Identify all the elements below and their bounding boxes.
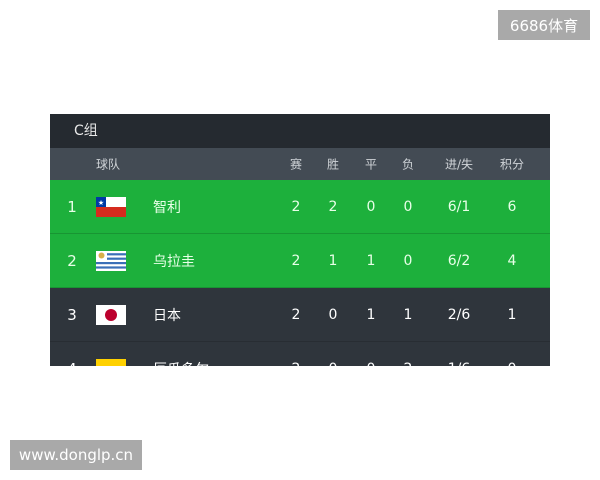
- cell-lost: 1: [403, 306, 413, 323]
- cell-goals: 1/6: [448, 361, 471, 367]
- cell-points: 0: [508, 361, 517, 367]
- cell-won: 2: [328, 198, 338, 215]
- uruguay-flag-icon: [96, 250, 126, 271]
- cell-lost: 0: [403, 252, 413, 269]
- cell-played: 2: [291, 198, 301, 215]
- team-name: 厄瓜多尔: [153, 359, 209, 367]
- cell-won: 0: [329, 361, 338, 367]
- cell-drawn: 1: [366, 252, 376, 269]
- table-row[interactable]: 2 乌拉圭 2 1 1 0 6/2 4: [50, 234, 550, 288]
- rank: 2: [67, 251, 77, 270]
- rank: 4: [67, 360, 77, 367]
- cell-played: 2: [292, 361, 301, 367]
- standings-table: C组 球队 赛 胜 平 负 进/失 积分 1 ★ 智利 2 2 0 0 6/1 6 2 乌拉圭 2 1 1…: [50, 114, 550, 366]
- table-header: 球队 赛 胜 平 负 进/失 积分: [50, 148, 550, 180]
- cell-points: 4: [507, 252, 517, 269]
- team-name: 乌拉圭: [153, 253, 195, 270]
- watermark-bottom: www.donglp.cn: [10, 440, 142, 470]
- rank: 3: [67, 305, 77, 324]
- col-team: 球队: [96, 157, 121, 172]
- cell-goals: 2/6: [447, 306, 471, 323]
- table-row[interactable]: 1 ★ 智利 2 2 0 0 6/1 6: [50, 180, 550, 234]
- cell-drawn: 1: [366, 306, 376, 323]
- cell-played: 2: [291, 252, 301, 269]
- team-name: 智利: [153, 199, 181, 216]
- japan-flag-icon: [96, 304, 126, 325]
- cell-goals: 6/2: [447, 252, 471, 269]
- col-played: 赛: [289, 157, 303, 172]
- cell-points: 1: [507, 306, 517, 323]
- cell-points: 6: [507, 198, 517, 215]
- svg-text:★: ★: [98, 199, 104, 207]
- col-points: 积分: [499, 157, 525, 172]
- col-goals: 进/失: [444, 157, 474, 172]
- chile-flag-icon: ★: [96, 196, 126, 217]
- col-lost: 负: [401, 157, 415, 172]
- col-drawn: 平: [364, 157, 378, 172]
- cell-drawn: 0: [366, 198, 376, 215]
- watermark-top: 6686体育: [498, 10, 590, 40]
- ecuador-flag-icon: [96, 358, 126, 366]
- rank: 1: [67, 197, 77, 216]
- cell-goals: 6/1: [447, 198, 471, 215]
- cell-lost: 0: [403, 198, 413, 215]
- cell-won: 0: [328, 306, 338, 323]
- col-won: 胜: [326, 157, 340, 172]
- team-name: 日本: [153, 307, 181, 324]
- table-row[interactable]: 3 日本 2 0 1 1 2/6 1: [50, 288, 550, 342]
- cell-lost: 2: [404, 361, 413, 367]
- cell-won: 1: [328, 252, 338, 269]
- table-row[interactable]: 4 厄瓜多尔 2 0 0 2 1/6 0: [50, 342, 550, 366]
- group-title: C组: [50, 114, 550, 148]
- cell-drawn: 0: [367, 361, 376, 367]
- cell-played: 2: [291, 306, 301, 323]
